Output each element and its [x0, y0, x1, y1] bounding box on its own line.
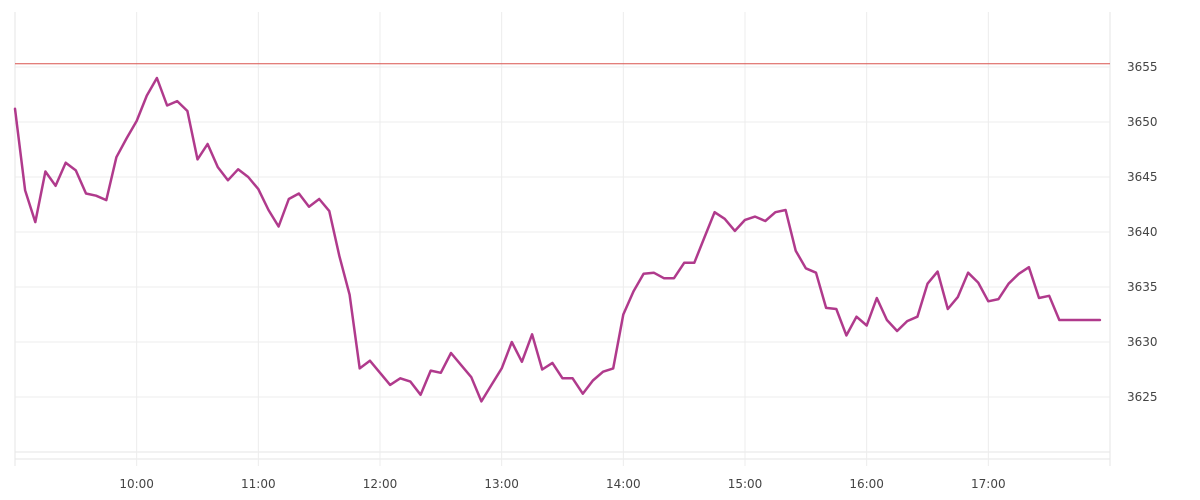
x-tick-label: 11:00	[241, 477, 276, 491]
y-axis: 3625 3630 3635 3640 3645 3650 3655	[1127, 60, 1158, 404]
x-tick-label: 15:00	[728, 477, 763, 491]
y-tick-label: 3630	[1127, 335, 1158, 349]
x-tick-label: 12:00	[363, 477, 398, 491]
y-tick-label: 3625	[1127, 390, 1158, 404]
y-tick-label: 3655	[1127, 60, 1158, 74]
series-line-0	[13, 76, 1102, 403]
y-tick-label: 3640	[1127, 225, 1158, 239]
grid-lines	[14, 12, 1111, 466]
x-tick-label: 13:00	[484, 477, 519, 491]
x-tick-label: 14:00	[606, 477, 641, 491]
x-tick-label: 17:00	[971, 477, 1006, 491]
x-tick-label: 16:00	[849, 477, 884, 491]
y-tick-label: 3650	[1127, 115, 1158, 129]
series-group	[13, 76, 1102, 403]
y-tick-label: 3645	[1127, 170, 1158, 184]
y-tick-label: 3635	[1127, 280, 1158, 294]
x-axis: 10:00 11:00 12:00 13:00 14:00 15:00 16:00 17:00	[119, 477, 1005, 491]
x-tick-label: 10:00	[119, 477, 154, 491]
